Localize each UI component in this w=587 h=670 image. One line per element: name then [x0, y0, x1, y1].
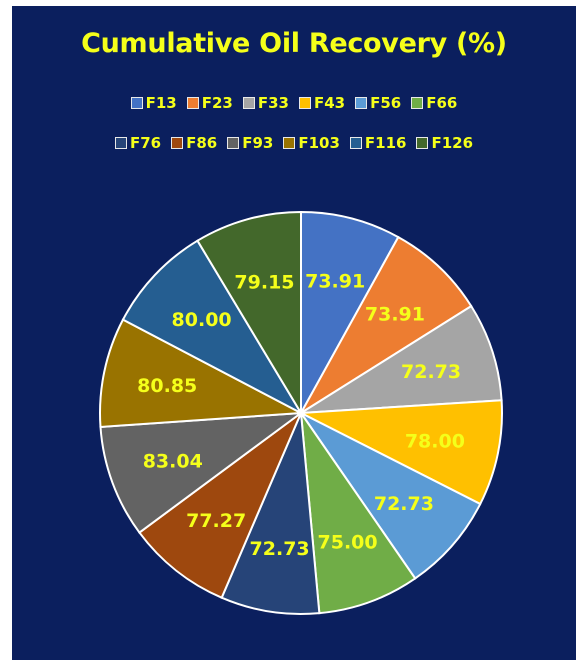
legend-label: F116: [364, 134, 407, 152]
legend-label: F93: [242, 134, 274, 152]
legend-item-f93: F93: [227, 134, 273, 152]
legend-swatch: [349, 137, 362, 149]
pie-slice-f93: [99, 411, 305, 534]
legend-label: F103: [298, 134, 340, 152]
legend-label: F76: [129, 134, 162, 152]
pie-slice-f126: [196, 210, 302, 417]
legend-swatch: [416, 137, 429, 149]
legend-label: F43: [314, 94, 346, 112]
legend-row-1: F13 F23 F33 F43 F56 F66: [12, 94, 576, 112]
data-label-f126: 79.15: [234, 271, 294, 293]
pie-slice-f116: [121, 239, 304, 416]
legend-item-f43: F43: [299, 94, 345, 112]
legend-swatch: [130, 97, 143, 109]
legend-item-f33: F33: [242, 94, 289, 112]
pie-slice-f13: [300, 210, 400, 414]
legend-item-f56: F56: [355, 94, 401, 112]
legend-item-f103: F103: [283, 134, 340, 152]
legend-swatch: [411, 97, 424, 109]
legend-label: F86: [186, 134, 218, 152]
legend-item-f116: F116: [349, 134, 407, 152]
pie-slice-f33: [300, 304, 503, 414]
pie-slice-f43: [297, 399, 503, 506]
legend-row-2: F76 F86 F93 F103 F116 F126: [12, 134, 576, 152]
legend-item-f126: F126: [416, 134, 473, 152]
pie-slice-f56: [300, 412, 482, 580]
data-label-f13: 73.91: [305, 271, 365, 293]
data-label-f103: 80.85: [137, 375, 197, 397]
pie-chart: 73.9173.9172.7378.0072.7375.0072.7377.27…: [99, 210, 503, 615]
pie-center: [297, 409, 305, 417]
legend-swatch: [242, 97, 255, 109]
data-label-f66: 75.00: [318, 531, 378, 553]
pie-slice-f66: [299, 409, 417, 615]
legend-label: F56: [370, 94, 402, 112]
pie-slice-f86: [138, 409, 304, 600]
legend-swatch: [186, 97, 199, 109]
pie-slice-f103: [99, 318, 305, 429]
data-label-f93: 83.04: [143, 450, 203, 472]
legend-swatch: [114, 137, 127, 149]
data-label-f43: 78.00: [405, 431, 465, 453]
data-label-f86: 77.27: [186, 510, 246, 532]
chart-title: Cumulative Oil Recovery (%): [81, 28, 507, 59]
legend-label: F13: [145, 94, 177, 112]
legend-label: F33: [257, 94, 289, 112]
pie-slice-f76: [220, 412, 321, 615]
legend-label: F23: [201, 94, 233, 112]
data-label-f56: 72.73: [374, 493, 434, 515]
legend-swatch: [355, 97, 368, 109]
legend-swatch: [283, 137, 296, 149]
legend-label: F126: [431, 134, 474, 152]
legend-swatch: [227, 137, 240, 149]
legend-swatch: [299, 97, 311, 109]
legend-item-f86: F86: [171, 134, 217, 152]
chart-frame: Cumulative Oil Recovery (%) F13 F23 F33 F43…: [12, 6, 576, 660]
data-label-f33: 72.73: [401, 361, 461, 383]
legend-item-f66: F66: [411, 94, 457, 112]
data-label-f116: 80.00: [172, 309, 232, 331]
legend-item-f23: F23: [186, 94, 233, 112]
legend-swatch: [171, 137, 184, 149]
legend-item-f76: F76: [114, 134, 162, 152]
legend-label: F66: [426, 94, 458, 112]
data-label-f23: 73.91: [365, 304, 425, 326]
legend-item-f13: F13: [130, 94, 177, 112]
data-label-f76: 72.73: [250, 538, 310, 560]
pie-slice-f23: [300, 235, 473, 414]
